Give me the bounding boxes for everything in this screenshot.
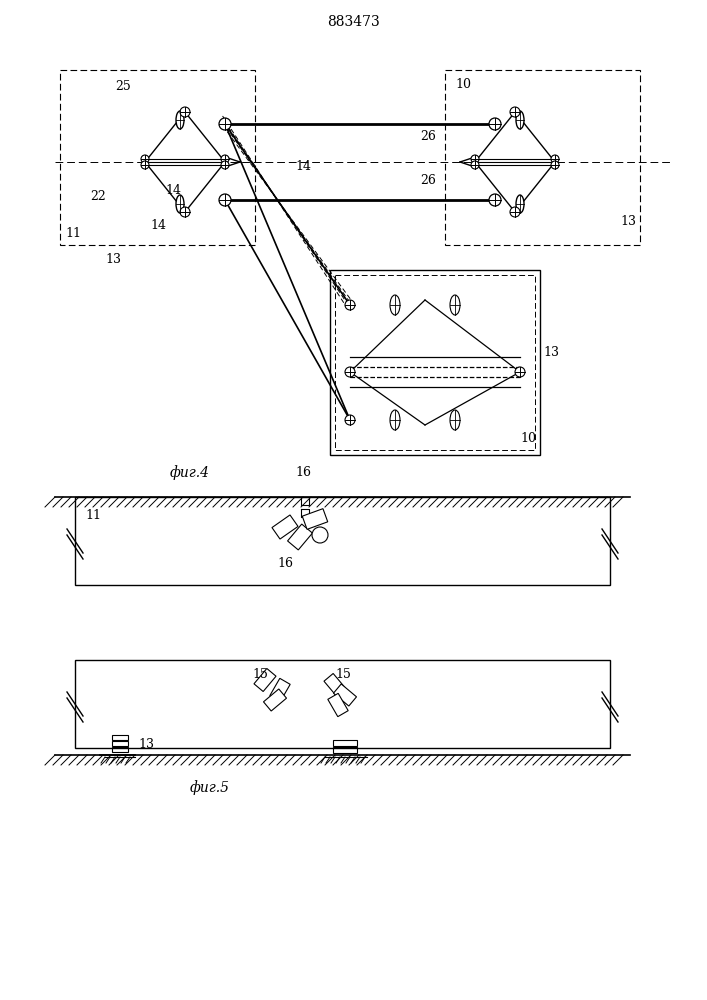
Circle shape [551, 161, 559, 169]
Circle shape [221, 155, 229, 163]
Ellipse shape [390, 410, 400, 430]
Circle shape [510, 207, 520, 217]
Polygon shape [270, 678, 290, 702]
Polygon shape [288, 524, 312, 550]
Text: 15: 15 [335, 668, 351, 681]
Circle shape [345, 300, 355, 310]
Bar [60, 70, 255, 245]
Circle shape [141, 155, 149, 163]
Bar [112, 747, 128, 752]
Bar [445, 70, 640, 245]
Text: 883473: 883473 [327, 15, 380, 29]
Circle shape [180, 207, 190, 217]
Text: 16: 16 [277, 557, 293, 570]
Polygon shape [254, 668, 276, 692]
Circle shape [471, 155, 479, 163]
Text: 11: 11 [65, 227, 81, 240]
Text: 14: 14 [150, 219, 166, 232]
Circle shape [551, 155, 559, 163]
Text: 13: 13 [620, 215, 636, 228]
Text: 22: 22 [90, 190, 106, 203]
Circle shape [489, 118, 501, 130]
Polygon shape [334, 684, 356, 706]
Text: 25: 25 [115, 80, 131, 93]
Text: фиг.4: фиг.4 [170, 465, 210, 480]
Ellipse shape [516, 111, 524, 129]
Circle shape [471, 161, 479, 169]
Circle shape [219, 194, 231, 206]
Text: 26: 26 [420, 130, 436, 143]
Text: 13: 13 [138, 738, 154, 752]
Text: 16: 16 [295, 466, 311, 479]
Polygon shape [303, 509, 328, 529]
Bar [75, 660, 610, 748]
Text: 11: 11 [85, 509, 101, 522]
Text: 14: 14 [165, 184, 181, 197]
Text: 10: 10 [455, 78, 471, 91]
Bar [330, 270, 540, 455]
Polygon shape [324, 673, 346, 697]
Bar [333, 747, 357, 753]
Text: 15: 15 [252, 668, 268, 681]
Bar [75, 497, 610, 585]
Circle shape [345, 367, 355, 377]
Ellipse shape [516, 195, 524, 213]
Text: 26: 26 [420, 174, 436, 186]
Circle shape [219, 118, 231, 130]
Text: 13: 13 [543, 346, 559, 359]
Bar [112, 741, 128, 746]
Circle shape [221, 161, 229, 169]
Circle shape [489, 194, 501, 206]
Ellipse shape [450, 410, 460, 430]
Bar [112, 735, 128, 740]
Circle shape [515, 367, 525, 377]
Circle shape [141, 161, 149, 169]
Circle shape [510, 107, 520, 117]
Polygon shape [272, 515, 298, 539]
Circle shape [180, 107, 190, 117]
Bar [335, 275, 535, 450]
Bar [333, 740, 357, 746]
Circle shape [312, 527, 328, 543]
Text: фиг.5: фиг.5 [190, 780, 230, 795]
Circle shape [345, 415, 355, 425]
Text: 13: 13 [105, 253, 121, 266]
Ellipse shape [176, 195, 184, 213]
Ellipse shape [390, 295, 400, 315]
Text: 10: 10 [520, 432, 536, 445]
Ellipse shape [450, 295, 460, 315]
Text: 14: 14 [295, 160, 311, 174]
Polygon shape [328, 693, 348, 717]
Ellipse shape [176, 111, 184, 129]
Polygon shape [264, 689, 286, 711]
